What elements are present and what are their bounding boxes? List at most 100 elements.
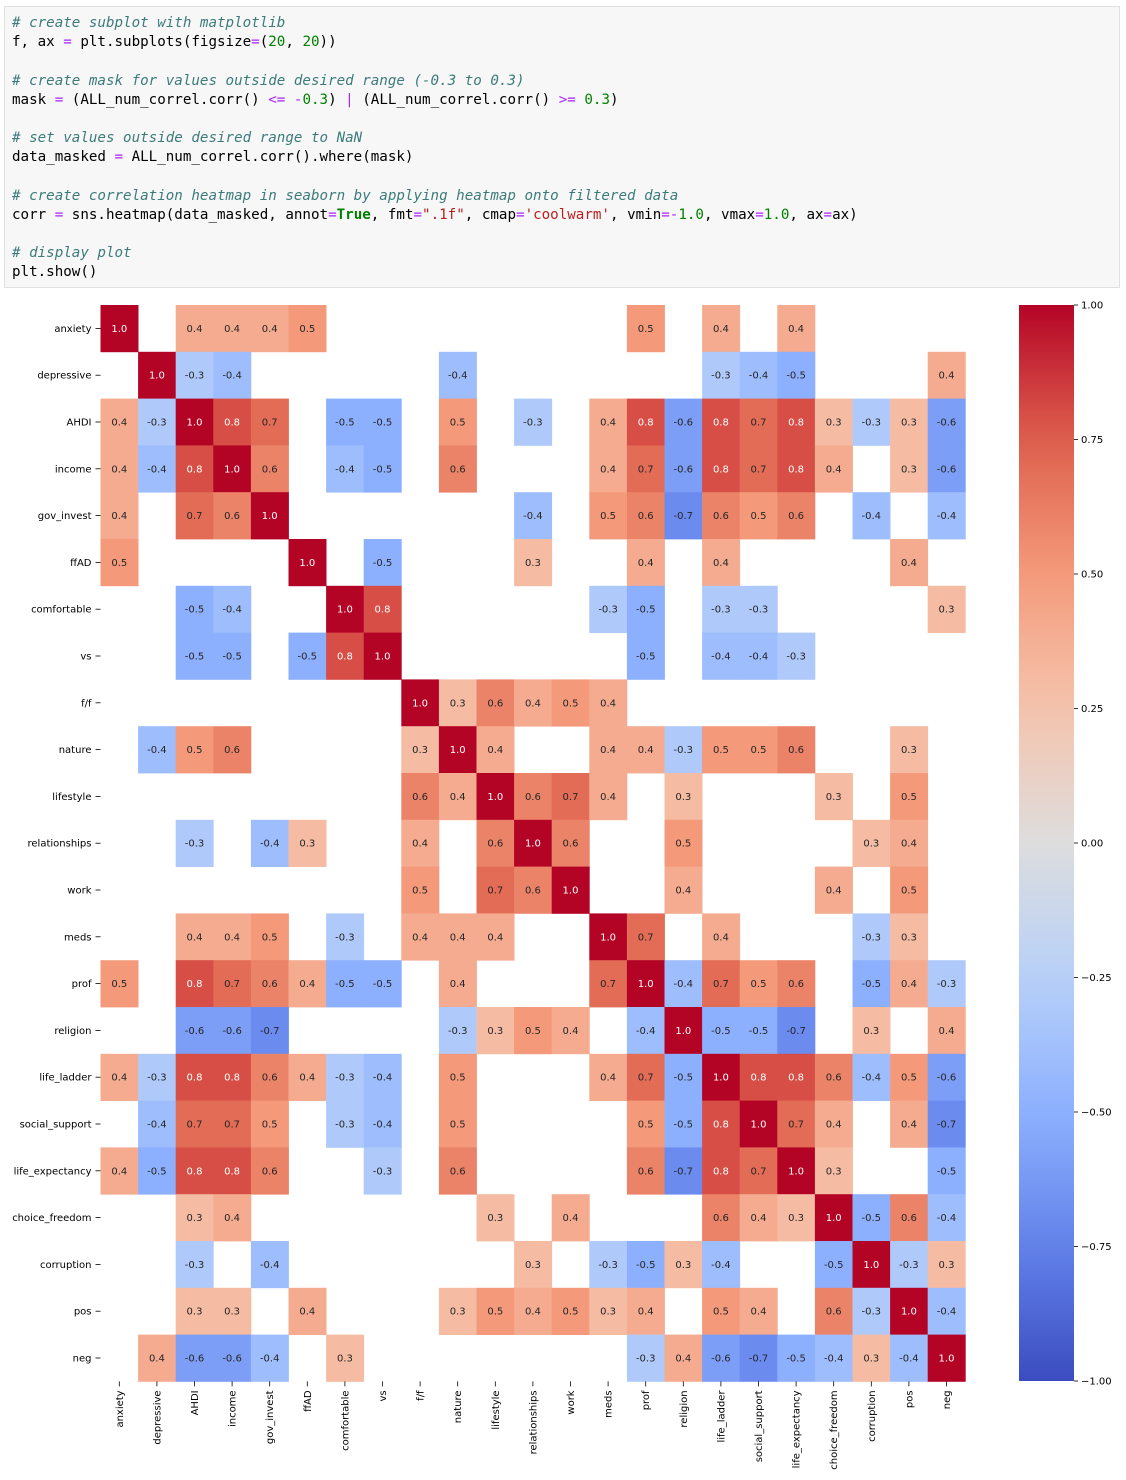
heatmap-cell — [514, 1007, 553, 1055]
cell-annotation: 0.8 — [224, 1166, 240, 1177]
code-token: sns.heatmap(data_masked, annot — [63, 206, 329, 223]
heatmap-cell — [175, 1007, 214, 1055]
cell-annotation: 0.5 — [450, 1073, 466, 1084]
cell-annotation: 1.0 — [375, 652, 391, 663]
cell-annotation: 0.7 — [224, 1120, 240, 1131]
cell-annotation: 0.5 — [638, 324, 654, 335]
heatmap-cell — [890, 1100, 929, 1148]
heatmap-cell — [100, 1053, 139, 1101]
heatmap-cell — [702, 960, 741, 1008]
code-line: corr = sns.heatmap(data_masked, annot=Tr… — [12, 206, 1119, 225]
heatmap-cell — [213, 1007, 252, 1055]
cell-annotation: -0.5 — [786, 371, 806, 382]
cell-annotation: 0.3 — [901, 464, 917, 475]
heatmap-cell — [589, 1287, 628, 1335]
heatmap-cell — [589, 913, 628, 961]
cell-annotation: -0.4 — [749, 371, 769, 382]
y-tick-label: choice_freedom — [12, 1213, 91, 1224]
heatmap-cell — [100, 539, 139, 587]
cell-annotation: -0.3 — [937, 979, 957, 990]
cell-annotation: 0.4 — [450, 979, 466, 990]
code-token: = — [755, 206, 764, 223]
cell-annotation: 0.4 — [224, 1213, 240, 1224]
heatmap-cell — [890, 960, 929, 1008]
cell-annotation: 0.6 — [713, 511, 729, 522]
cell-annotation: 0.3 — [525, 1260, 541, 1271]
cell-annotation: -0.4 — [147, 1120, 167, 1131]
heatmap-cell — [626, 913, 665, 961]
cell-annotation: 0.8 — [187, 979, 203, 990]
cell-annotation: 0.3 — [337, 1354, 353, 1365]
code-cell[interactable]: # create subplot with matplotlib f, ax = … — [4, 6, 1120, 288]
x-tick-label: f/f — [416, 1390, 427, 1401]
y-tick-label: depressive — [37, 371, 91, 382]
heatmap-cell — [213, 1287, 252, 1335]
heatmap-cell — [213, 492, 252, 540]
cell-annotation: 0.4 — [638, 745, 654, 756]
cell-annotation: 0.4 — [638, 1307, 654, 1318]
heatmap-cell — [175, 398, 214, 446]
cell-annotation: -0.4 — [448, 371, 468, 382]
heatmap-cell — [288, 539, 327, 587]
cell-annotation: 0.6 — [525, 886, 541, 897]
y-tick-label: neg — [73, 1354, 92, 1365]
heatmap-cell — [927, 351, 966, 399]
cell-annotation: -0.3 — [523, 418, 543, 429]
cell-annotation: -0.4 — [937, 511, 957, 522]
cell-annotation: -0.3 — [636, 1354, 656, 1365]
cell-annotation: 1.0 — [563, 886, 579, 897]
code-token: 0.3 — [584, 91, 610, 108]
cell-annotation: 0.3 — [450, 1307, 466, 1318]
colorbar-tick-label: 0.25 — [1081, 704, 1103, 715]
heatmap-cell — [476, 726, 515, 774]
heatmap-cell — [589, 492, 628, 540]
heatmap-cell — [664, 398, 703, 446]
heatmap-cell — [288, 305, 327, 353]
code-token: = — [63, 34, 72, 51]
cell-annotation: 0.6 — [788, 979, 804, 990]
heatmap-cell — [852, 1053, 891, 1101]
heatmap-cell — [514, 398, 553, 446]
heatmap-cell — [438, 960, 477, 1008]
heatmap-cell — [326, 585, 365, 633]
y-tick-label: pos — [74, 1307, 92, 1318]
code-token: = — [251, 34, 260, 51]
cell-annotation: 1.0 — [751, 1120, 767, 1131]
cell-annotation: 0.4 — [939, 371, 955, 382]
code-token: ) — [328, 91, 346, 108]
code-token: ALL_num_correl.corr().where(mask) — [123, 149, 414, 166]
heatmap-cell — [814, 1100, 853, 1148]
cell-annotation: 1.0 — [713, 1073, 729, 1084]
heatmap-cell — [702, 1007, 741, 1055]
cell-annotation: 0.3 — [224, 1307, 240, 1318]
heatmap-cell — [213, 351, 252, 399]
x-tick-label: lifestyle — [491, 1390, 502, 1429]
cell-annotation: -0.3 — [335, 1120, 355, 1131]
cell-annotation: 0.4 — [262, 324, 278, 335]
heatmap-cell — [777, 1053, 816, 1101]
cell-annotation: -0.5 — [185, 605, 205, 616]
heatmap-cell — [702, 398, 741, 446]
heatmap-cell — [589, 398, 628, 446]
cell-annotation: -0.5 — [674, 1073, 694, 1084]
heatmap-cell — [326, 1053, 365, 1101]
heatmap-cell — [927, 585, 966, 633]
cell-annotation: -0.3 — [749, 605, 769, 616]
heatmap-cell — [288, 632, 327, 680]
code-token: plt.subplots(figsize — [71, 34, 252, 51]
cell-annotation: -0.6 — [711, 1354, 731, 1365]
code-token: <= — [268, 91, 286, 108]
cell-annotation: 1.0 — [487, 792, 503, 803]
heatmap-cell — [664, 866, 703, 914]
cell-annotation: -0.3 — [448, 1026, 468, 1037]
x-tick-label: income — [228, 1390, 239, 1427]
y-tick-label: corruption — [40, 1260, 92, 1271]
heatmap-cell — [551, 1194, 590, 1242]
cell-annotation: 0.4 — [450, 932, 466, 943]
heatmap-cell — [589, 726, 628, 774]
y-tick-label: AHDI — [66, 418, 91, 429]
heatmap-cell — [363, 398, 402, 446]
cell-annotation: 0.5 — [111, 979, 127, 990]
y-tick-label: social_support — [20, 1120, 92, 1131]
heatmap-cell — [175, 960, 214, 1008]
